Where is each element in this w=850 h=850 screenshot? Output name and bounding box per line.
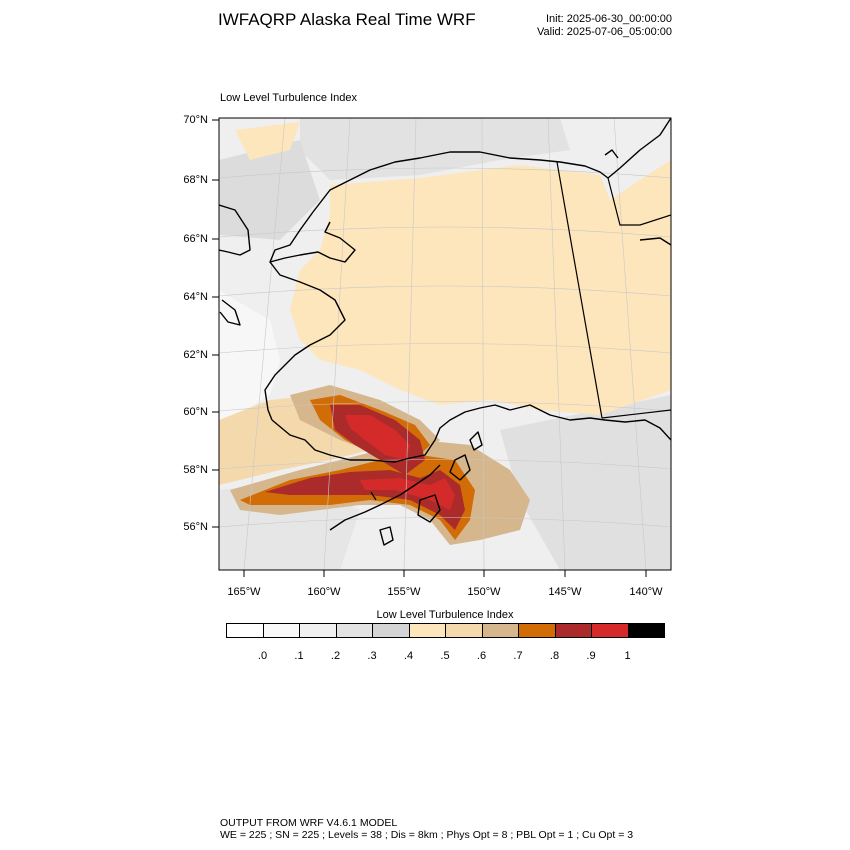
colorbar-title: Low Level Turbulence Index xyxy=(376,609,514,621)
colorbar-tick-label: .3 xyxy=(367,650,377,662)
lon-label-140w: 140°W xyxy=(629,586,663,598)
lat-label-58n: 58°N xyxy=(183,464,208,476)
lon-label-155w: 155°W xyxy=(387,586,421,598)
lat-label-68n: 68°N xyxy=(183,174,208,186)
colorbar-swatch xyxy=(262,623,300,638)
lat-label-62n: 62°N xyxy=(183,349,208,361)
lon-label-145w: 145°W xyxy=(548,586,582,598)
lat-label-66n: 66°N xyxy=(183,233,208,245)
colorbar-swatch xyxy=(372,623,410,638)
colorbar-tick-label: .6 xyxy=(476,650,487,662)
lat-label-70n: 70°N xyxy=(183,114,208,126)
colorbar-tick-label: .0 xyxy=(257,650,268,662)
plot-title: Low Level Turbulence Index xyxy=(220,92,357,104)
figure-title: IWFAQRP Alaska Real Time WRF xyxy=(218,10,476,29)
colorbar-swatch xyxy=(627,623,665,638)
map-field xyxy=(219,118,671,570)
lon-label-150w: 150°W xyxy=(467,586,501,598)
axis-ticks xyxy=(212,119,647,577)
colorbar-swatch xyxy=(554,623,592,638)
lon-label-165w: 165°W xyxy=(227,586,261,598)
coastlines xyxy=(219,118,671,546)
colorbar-tick-label: .8 xyxy=(549,650,560,662)
colorbar-swatch xyxy=(299,623,337,638)
graticule xyxy=(219,118,671,570)
colorbar-swatch xyxy=(481,623,519,638)
init-time: Init: 2025-06-30_00:00:00 xyxy=(546,13,672,25)
field-extreme-north xyxy=(345,415,410,460)
colorbar-tick-label: .4 xyxy=(403,650,414,662)
model-config: WE = 225 ; SN = 225 ; Levels = 38 ; Dis … xyxy=(220,828,634,841)
field-arctic-coast xyxy=(300,118,570,180)
field-high-index-south xyxy=(240,455,475,540)
colorbar-swatch xyxy=(518,623,556,638)
field-chukchi-sea xyxy=(219,140,320,240)
colorbar-swatch xyxy=(445,623,483,638)
colorbar-swatch xyxy=(408,623,446,638)
colorbar-tick-label: .5 xyxy=(440,650,450,662)
colorbar-tick-label: .7 xyxy=(513,650,523,662)
map-frame xyxy=(218,117,672,571)
model-info: OUTPUT FROM WRF V4.6.1 MODEL WE = 225 ; … xyxy=(220,817,634,841)
colorbar-tick-label: .1 xyxy=(294,650,304,662)
field-gulf-alaska xyxy=(500,395,671,570)
lat-label-56n: 56°N xyxy=(183,521,208,533)
colorbar-tick-label: .2 xyxy=(330,650,341,662)
colorbar-tick-label: 1 xyxy=(624,650,631,662)
political-borders xyxy=(370,161,671,501)
lat-label-60n: 60°N xyxy=(183,406,208,418)
lat-label-64n: 64°N xyxy=(183,291,208,303)
field-interior-alaska xyxy=(290,160,671,415)
run-times: Init: 2025-06-30_00:00:00 Valid: 2025-07… xyxy=(537,13,672,39)
colorbar-swatch xyxy=(335,623,373,638)
colorbar-swatch xyxy=(591,623,629,638)
valid-time: Valid: 2025-07-06_05:00:00 xyxy=(537,26,672,38)
field-extreme-south xyxy=(360,478,455,510)
colorbar-swatch xyxy=(226,623,264,638)
colorbar-tick-label: .9 xyxy=(586,650,596,662)
lon-label-160w: 160°W xyxy=(307,586,341,598)
model-version: OUTPUT FROM WRF V4.6.1 MODEL xyxy=(220,817,398,829)
